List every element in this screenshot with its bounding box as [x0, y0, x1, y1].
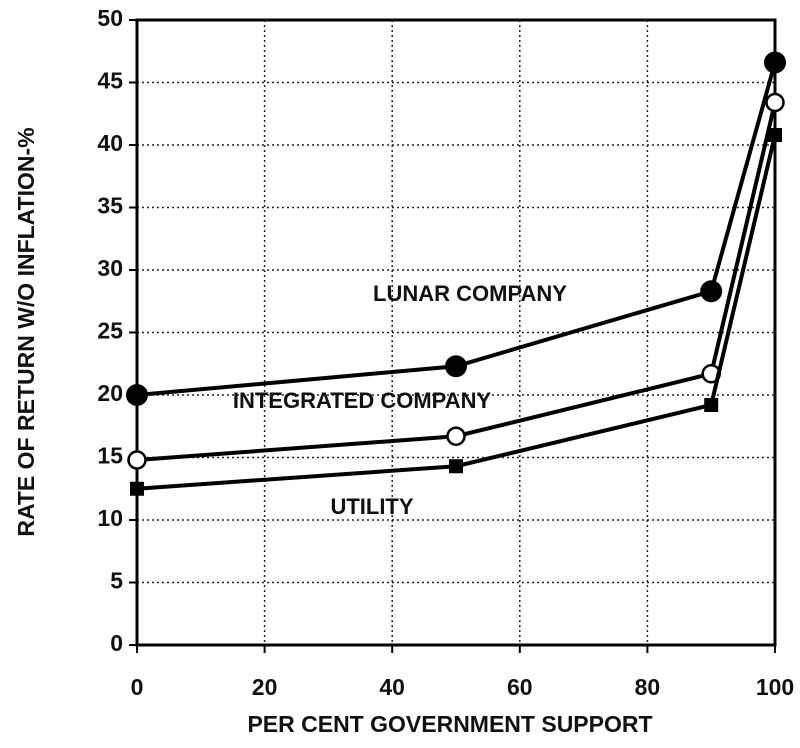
y-tick-label: 35	[97, 193, 123, 219]
x-tick-label: 100	[756, 674, 794, 700]
marker	[130, 481, 144, 496]
y-tick-label: 40	[97, 130, 123, 156]
marker	[765, 92, 785, 113]
y-tick-label: 15	[97, 443, 123, 469]
x-tick-label: 40	[379, 674, 405, 700]
series-label: LUNAR COMPANY	[373, 281, 567, 306]
series-line	[136, 61, 777, 397]
y-tick-label: 25	[97, 318, 123, 344]
series-line	[136, 134, 777, 491]
marker	[445, 355, 467, 378]
series-label: INTEGRATED COMPANY	[233, 388, 492, 413]
marker	[126, 384, 148, 406]
y-tick-label: 45	[97, 68, 123, 94]
series-line	[136, 102, 777, 462]
marker	[446, 426, 466, 446]
x-tick-label: 80	[635, 674, 661, 700]
y-tick-label: 30	[97, 255, 123, 281]
x-tick-label: 0	[131, 674, 144, 700]
y-tick-label: 10	[97, 505, 123, 531]
y-axis-label: RATE OF RETURN W/O INFLATION-%	[13, 127, 39, 536]
marker	[127, 450, 147, 470]
y-tick-label: 50	[97, 5, 123, 31]
x-axis-label: PER CENT GOVERNMENT SUPPORT	[247, 711, 652, 737]
marker	[768, 128, 782, 142]
series-label: UTILITY	[330, 494, 413, 519]
marker	[700, 280, 723, 303]
marker	[449, 459, 463, 474]
y-tick-label: 20	[97, 380, 123, 406]
x-tick-label: 20	[252, 674, 278, 700]
marker	[764, 51, 786, 74]
x-tick-label: 60	[507, 674, 533, 700]
marker	[704, 398, 719, 412]
plot-frame	[135, 18, 777, 647]
y-tick-label: 0	[110, 630, 123, 656]
y-tick-label: 5	[110, 568, 123, 594]
